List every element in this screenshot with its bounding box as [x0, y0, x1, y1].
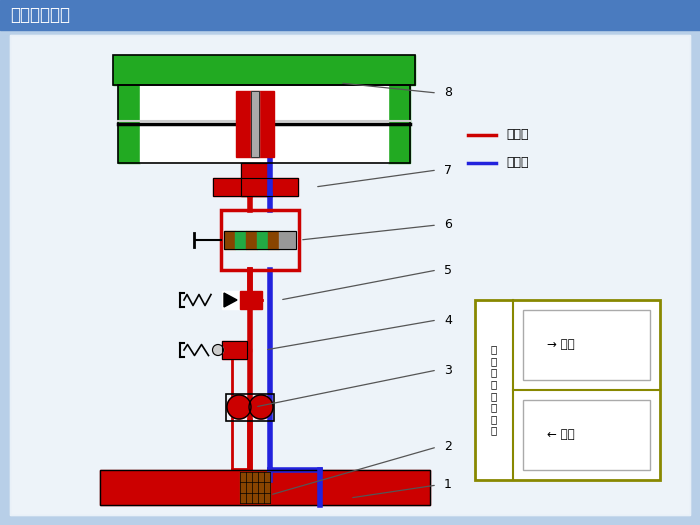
Bar — [241, 163, 269, 196]
Bar — [222, 291, 240, 309]
Text: 双杆式活塞缸: 双杆式活塞缸 — [10, 6, 70, 24]
Bar — [224, 231, 235, 249]
Text: → 右位: → 右位 — [547, 339, 575, 352]
Text: 7: 7 — [444, 163, 452, 176]
Polygon shape — [224, 293, 237, 307]
Bar — [246, 231, 257, 249]
Bar — [241, 163, 269, 196]
Bar — [100, 470, 430, 505]
Bar — [240, 472, 270, 503]
Bar — [251, 91, 259, 157]
Text: 2: 2 — [444, 440, 452, 454]
Bar — [523, 400, 650, 470]
Text: 4: 4 — [444, 313, 452, 327]
Bar — [257, 231, 268, 249]
Bar — [213, 178, 298, 196]
Bar — [118, 85, 410, 163]
Bar — [0, 0, 700, 30]
Bar — [240, 291, 262, 309]
Text: 1: 1 — [444, 478, 452, 491]
Bar — [222, 341, 247, 359]
Bar — [140, 85, 388, 163]
Bar — [268, 231, 279, 249]
Text: 6: 6 — [444, 218, 452, 232]
Text: 回油路: 回油路 — [506, 156, 528, 170]
Bar — [213, 178, 298, 196]
Bar — [251, 91, 259, 157]
Text: 8: 8 — [444, 87, 452, 100]
Circle shape — [213, 344, 223, 355]
Text: 请
选
择
换
向
阀
位
置: 请 选 择 换 向 阀 位 置 — [491, 344, 497, 436]
Bar — [523, 310, 650, 380]
Text: 5: 5 — [444, 264, 452, 277]
Bar — [221, 210, 299, 270]
Bar — [100, 470, 430, 505]
Bar — [475, 300, 660, 480]
Bar — [279, 231, 296, 249]
Bar — [224, 231, 296, 249]
Circle shape — [227, 395, 251, 419]
Bar — [235, 231, 246, 249]
Text: 3: 3 — [444, 363, 452, 376]
Bar — [388, 85, 410, 163]
Bar — [236, 91, 274, 157]
Bar — [222, 341, 247, 359]
Text: ← 左位: ← 左位 — [547, 428, 575, 442]
Text: 进油路: 进油路 — [506, 129, 528, 142]
Bar — [118, 85, 140, 163]
Bar — [113, 55, 415, 85]
Bar — [113, 55, 415, 85]
Bar — [226, 394, 274, 421]
Circle shape — [249, 395, 273, 419]
